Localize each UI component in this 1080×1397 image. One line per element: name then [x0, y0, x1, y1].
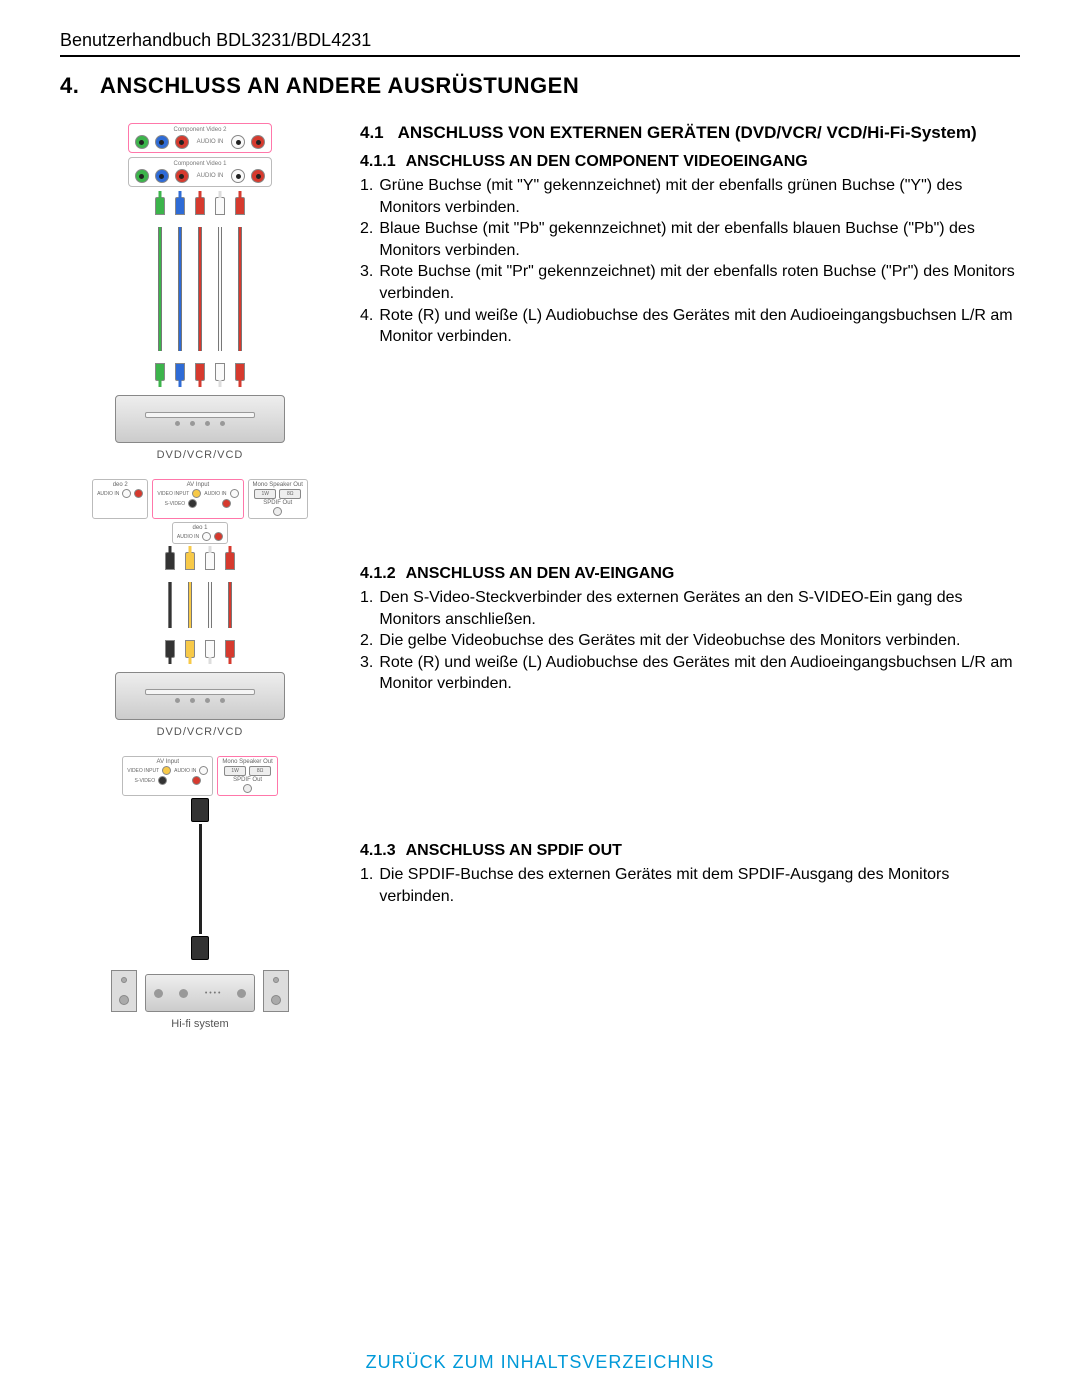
panel-label: Component Video 2	[174, 127, 227, 133]
step-text: Die SPDIF-Buchse des externen Gerätes mi…	[379, 864, 1020, 907]
jack-pb-blue	[155, 169, 169, 183]
spdif-cable	[199, 824, 202, 934]
step-text: Blaue Buchse (mit "Pb" gekennzeichnet) m…	[379, 218, 1020, 261]
steps-list: 1.Die SPDIF-Buchse des externen Gerätes …	[360, 864, 1020, 907]
steps-list: 1.Grüne Buchse (mit "Y" gekennzeichnet) …	[360, 175, 1020, 348]
step-text: Grüne Buchse (mit "Y" gekennzeichnet) mi…	[379, 175, 1020, 218]
jack-audio-r	[251, 135, 265, 149]
jack-pr-red	[175, 169, 189, 183]
label: SPDIF Out	[263, 500, 292, 506]
steps-list: 1.Den S-Video-Steckverbinder des externe…	[360, 587, 1020, 695]
hifi-system-icon: • • • •	[111, 970, 289, 1012]
diagram-av-input: deo 2 AUDIO IN AV Input VIDEO INPUTAUDIO…	[60, 479, 340, 738]
component-video-2-panel: Component Video 2 AUDIO IN	[128, 123, 273, 153]
back-to-toc-link[interactable]: ZURÜCK ZUM INHALTSVERZEICHNIS	[0, 1352, 1080, 1373]
label: AV Input	[187, 482, 210, 488]
subsection-number: 4.1.3	[360, 842, 396, 860]
header-text: Benutzerhandbuch BDL3231/BDL4231	[60, 30, 1020, 51]
diagram-spdif: AV Input VIDEO INPUTAUDIO IN S-VIDEO Mon…	[60, 756, 340, 1030]
jack-audio-l	[231, 169, 245, 183]
av-input-panel: AV Input VIDEO INPUTAUDIO IN S-VIDEO	[122, 756, 213, 796]
subsection-number: 4.1.1	[360, 153, 396, 171]
page-title: 4. ANSCHLUSS AN ANDERE AUSRÜSTUNGEN	[60, 73, 1020, 99]
subsection-number: 4.1.2	[360, 565, 396, 583]
speaker-spdif-panel: Mono Speaker Out 1W8Ω SPDIF Out	[217, 756, 277, 796]
step-text: Die gelbe Videobuchse des Gerätes mit de…	[379, 630, 960, 652]
audio-label: AUDIO IN	[197, 173, 224, 179]
panel-label: Component Video 1	[174, 161, 227, 167]
dvd-player-icon	[115, 395, 285, 443]
label: deo 1	[192, 525, 207, 531]
device-label: DVD/VCR/VCD	[157, 449, 244, 461]
deo2-panel: deo 2 AUDIO IN	[92, 479, 148, 519]
jack-audio-r	[251, 169, 265, 183]
audio-label: AUDIO IN	[197, 139, 224, 145]
av-input-panel: AV Input VIDEO INPUTAUDIO IN S-VIDEO	[152, 479, 243, 519]
title-text: ANSCHLUSS AN ANDERE AUSRÜSTUNGEN	[100, 73, 579, 98]
label: Mono Speaker Out	[253, 482, 303, 488]
subsection-title: ANSCHLUSS AN DEN AV-EINGANG	[406, 565, 675, 583]
section-title: ANSCHLUSS VON EXTERNEN GERÄTEN (DVD/VCR/…	[398, 123, 977, 143]
step-text: Rote (R) und weiße (L) Audiobuchse des G…	[379, 652, 1020, 695]
spdif-plug-bottom	[191, 936, 209, 960]
spdif-plug-top	[191, 798, 209, 822]
dvd-player-icon	[115, 672, 285, 720]
speaker-out-panel: Mono Speaker Out 1W8Ω SPDIF Out	[248, 479, 308, 519]
subsection-title: ANSCHLUSS AN DEN COMPONENT VIDEOEINGANG	[406, 153, 808, 171]
jack-pr-red	[175, 135, 189, 149]
jack-y-green	[135, 169, 149, 183]
label: AV Input	[157, 759, 180, 765]
diagram-component-video: Component Video 2 AUDIO IN Component Vid…	[60, 123, 340, 461]
component-video-1-panel: Component Video 1 AUDIO IN	[128, 157, 273, 187]
title-number: 4.	[60, 73, 79, 98]
jack-y-green	[135, 135, 149, 149]
jack-pb-blue	[155, 135, 169, 149]
jack-audio-l	[231, 135, 245, 149]
section-number: 4.1	[360, 123, 384, 143]
header-rule	[60, 55, 1020, 57]
deo1-panel: deo 1 AUDIO IN	[172, 522, 228, 544]
device-label: DVD/VCR/VCD	[157, 726, 244, 738]
step-text: Den S-Video-Steckverbinder des externen …	[379, 587, 1020, 630]
device-label: Hi-fi system	[171, 1018, 228, 1030]
subsection-title: ANSCHLUSS AN SPDIF OUT	[406, 842, 622, 860]
label: SPDIF Out	[233, 777, 262, 783]
label: Mono Speaker Out	[222, 759, 272, 765]
step-text: Rote Buchse (mit "Pr" gekennzeichnet) mi…	[379, 261, 1020, 304]
step-text: Rote (R) und weiße (L) Audiobuchse des G…	[379, 305, 1020, 348]
label: deo 2	[113, 482, 128, 488]
